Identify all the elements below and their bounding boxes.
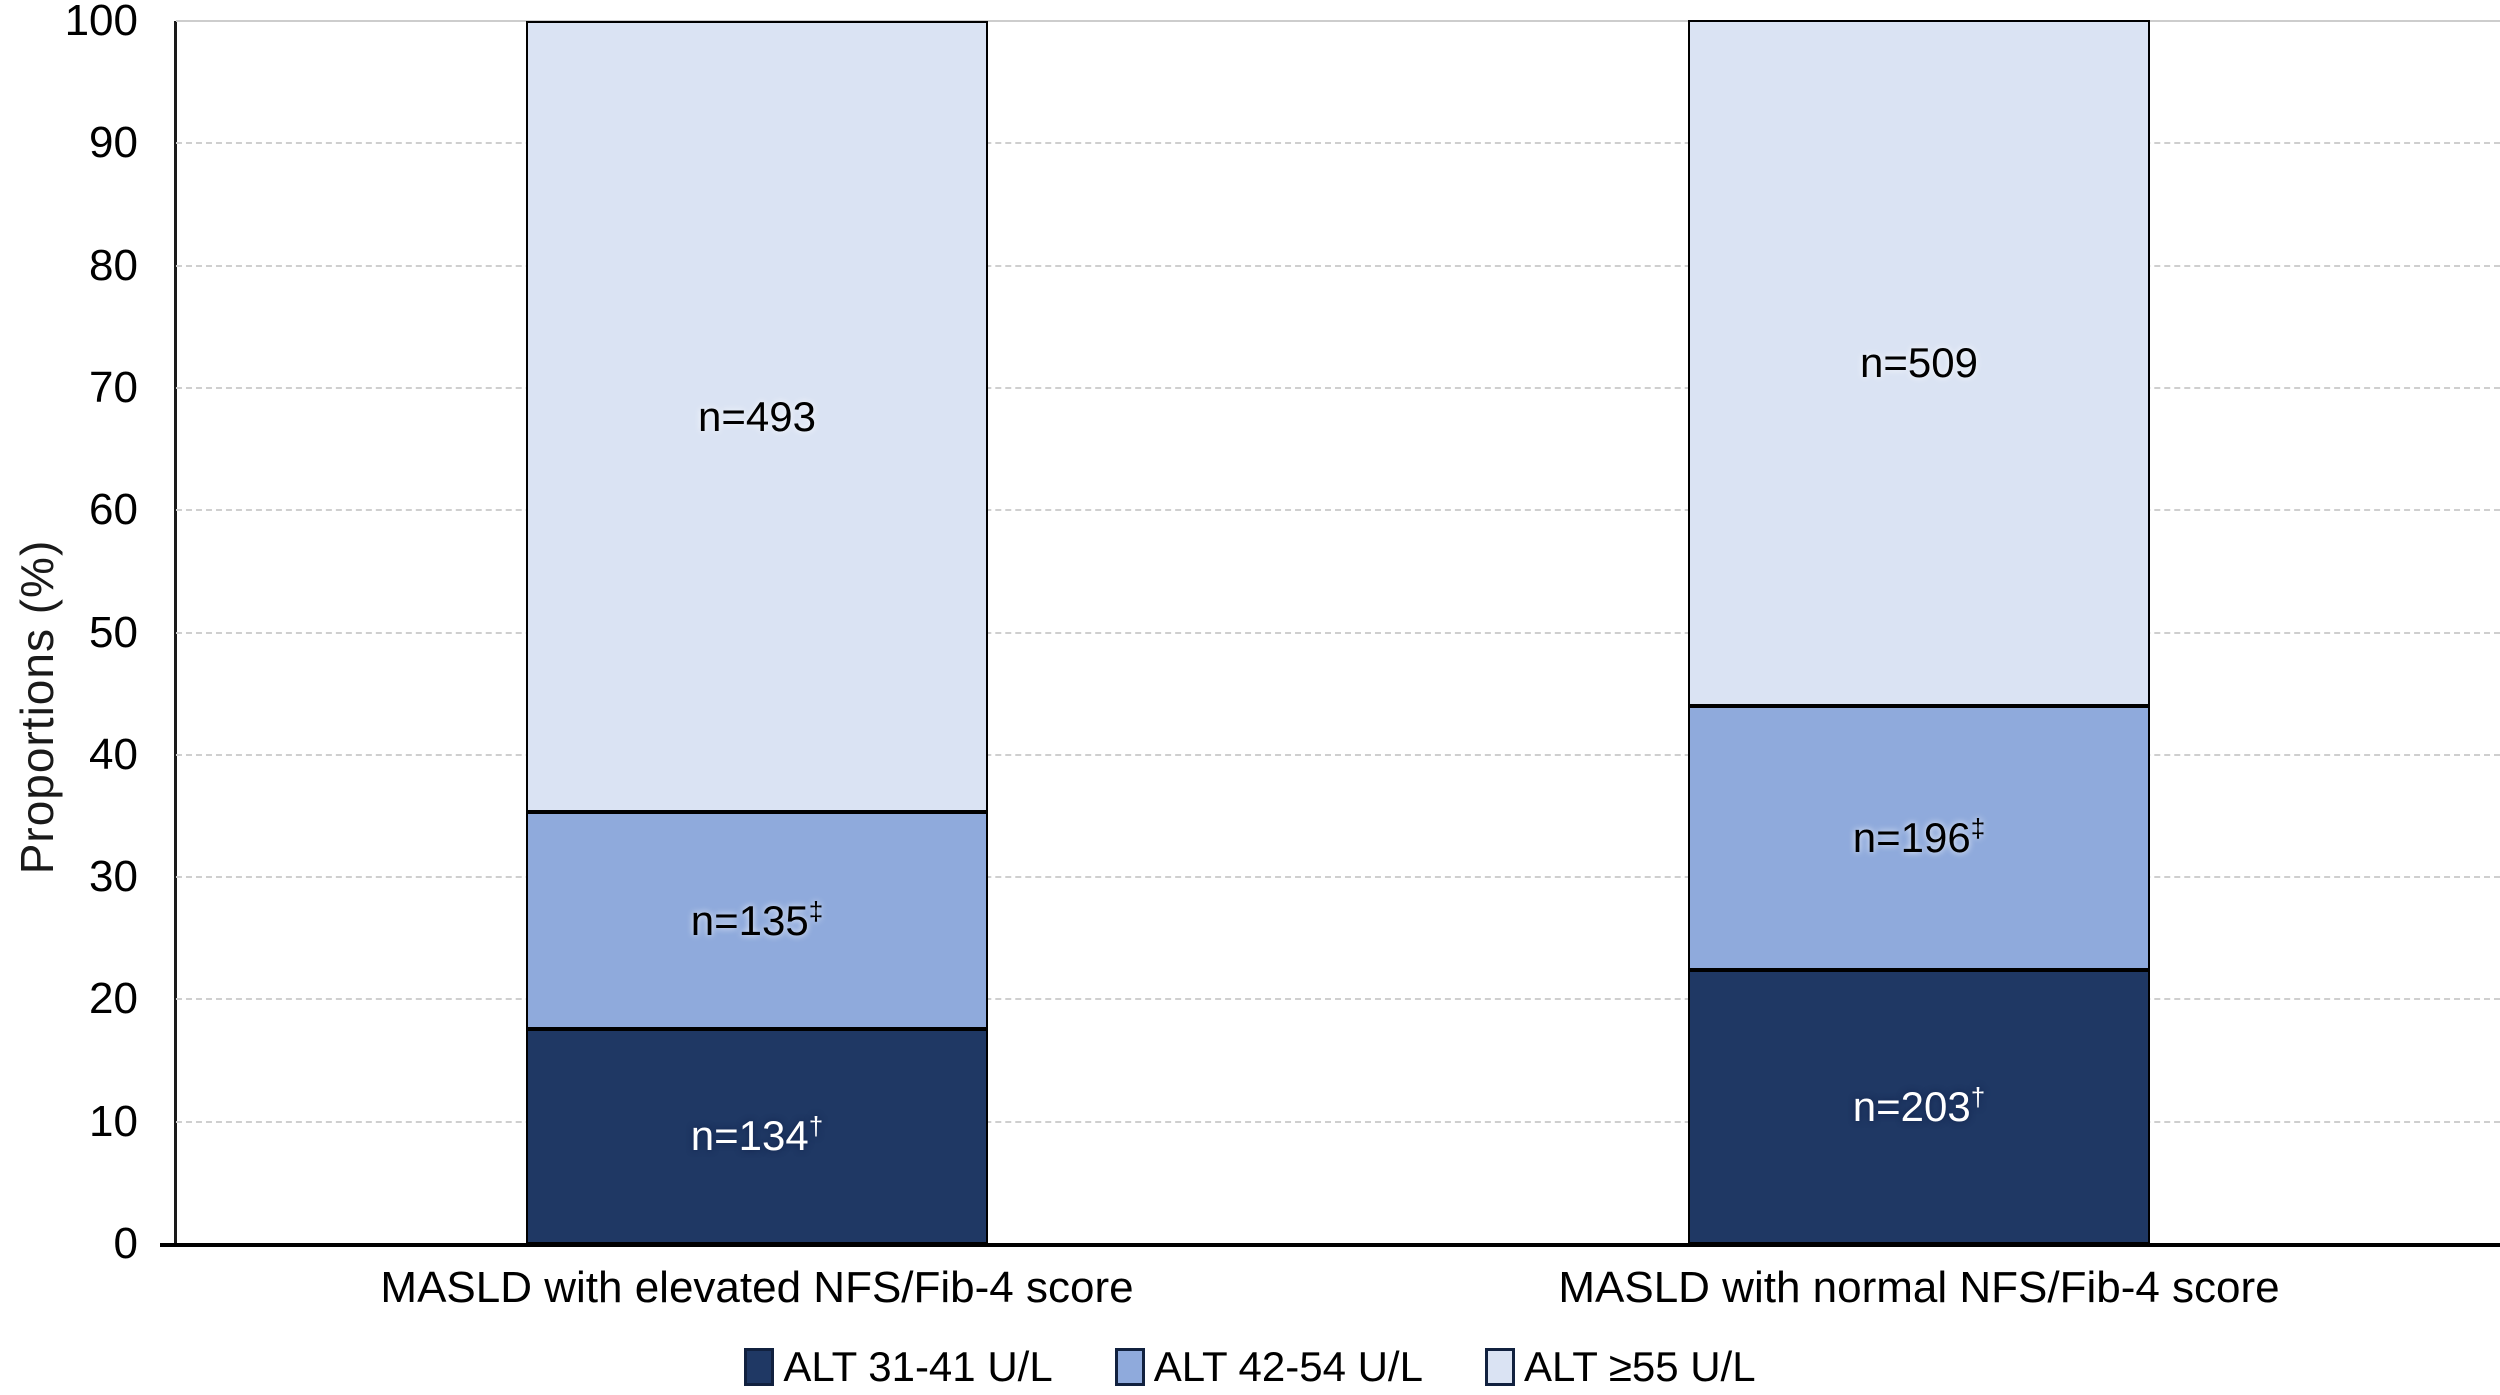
legend-swatch xyxy=(1484,1348,1515,1386)
y-tick-label-80: 80 xyxy=(89,240,138,290)
legend-item: ALT ≥55 U/L xyxy=(1484,1343,1756,1391)
bar-segment: n=493 xyxy=(526,21,988,813)
legend-swatch xyxy=(1114,1348,1145,1386)
bar-segment: n=203† xyxy=(1688,970,2150,1244)
dagger-superscript: † xyxy=(1970,1082,1986,1113)
x-axis-line xyxy=(160,1243,2500,1247)
y-tick-label-50: 50 xyxy=(89,607,138,657)
y-tick-label-10: 10 xyxy=(89,1096,138,1146)
y-tick-label-30: 30 xyxy=(89,852,138,902)
legend-item: ALT 31-41 U/L xyxy=(744,1343,1053,1391)
x-category-label-2: MASLD with normal NFS/Fib-4 score xyxy=(1558,1263,2280,1312)
gridline-70 xyxy=(176,386,2500,389)
gridline-10 xyxy=(176,1120,2500,1123)
y-axis-line xyxy=(174,21,177,1245)
gridline-20 xyxy=(176,998,2500,1001)
legend-item: ALT 42-54 U/L xyxy=(1114,1343,1423,1391)
y-tick-label-20: 20 xyxy=(89,974,138,1024)
segment-count-label: n=196‡ xyxy=(1852,812,1986,861)
segment-count-label: n=134† xyxy=(690,1111,824,1160)
segment-count-label: n=509 xyxy=(1860,338,1978,386)
legend-label: ALT ≥55 U/L xyxy=(1523,1343,1756,1390)
y-tick-label-100: 100 xyxy=(64,0,138,45)
segment-count-label: n=135‡ xyxy=(690,895,824,944)
segment-count-label: n=493 xyxy=(698,392,816,440)
bar-segment: n=134† xyxy=(526,1028,988,1244)
x-category-label-1: MASLD with elevated NFS/Fib-4 score xyxy=(380,1263,1134,1312)
gridline-60 xyxy=(176,509,2500,512)
gridline-50 xyxy=(176,631,2500,634)
dagger-superscript: † xyxy=(808,1111,824,1142)
y-tick-label-60: 60 xyxy=(89,485,138,535)
bar-segment: n=135‡ xyxy=(526,812,988,1029)
gridline-90 xyxy=(176,142,2500,145)
y-tick-label-70: 70 xyxy=(89,362,138,412)
dagger-superscript: ‡ xyxy=(808,895,824,926)
y-tick-label-40: 40 xyxy=(89,729,138,779)
y-tick-label-0: 0 xyxy=(113,1219,138,1268)
gridline-30 xyxy=(176,876,2500,879)
y-tick-label-90: 90 xyxy=(89,118,138,168)
gridline-40 xyxy=(176,753,2500,756)
gridline-80 xyxy=(176,264,2500,267)
legend-swatch xyxy=(744,1348,775,1386)
segment-count-label: n=203† xyxy=(1852,1082,1986,1131)
legend-label: ALT 42-54 U/L xyxy=(1153,1343,1423,1390)
bar-segment: n=509 xyxy=(1688,19,2150,706)
legend: ALT 31-41 U/L ALT 42-54 U/L ALT ≥55 U/L xyxy=(0,1343,2500,1391)
bar-segment: n=196‡ xyxy=(1688,705,2150,971)
legend-label: ALT 31-41 U/L xyxy=(783,1343,1053,1390)
gridline-100 xyxy=(176,20,2500,22)
dagger-superscript: ‡ xyxy=(1970,812,1986,843)
